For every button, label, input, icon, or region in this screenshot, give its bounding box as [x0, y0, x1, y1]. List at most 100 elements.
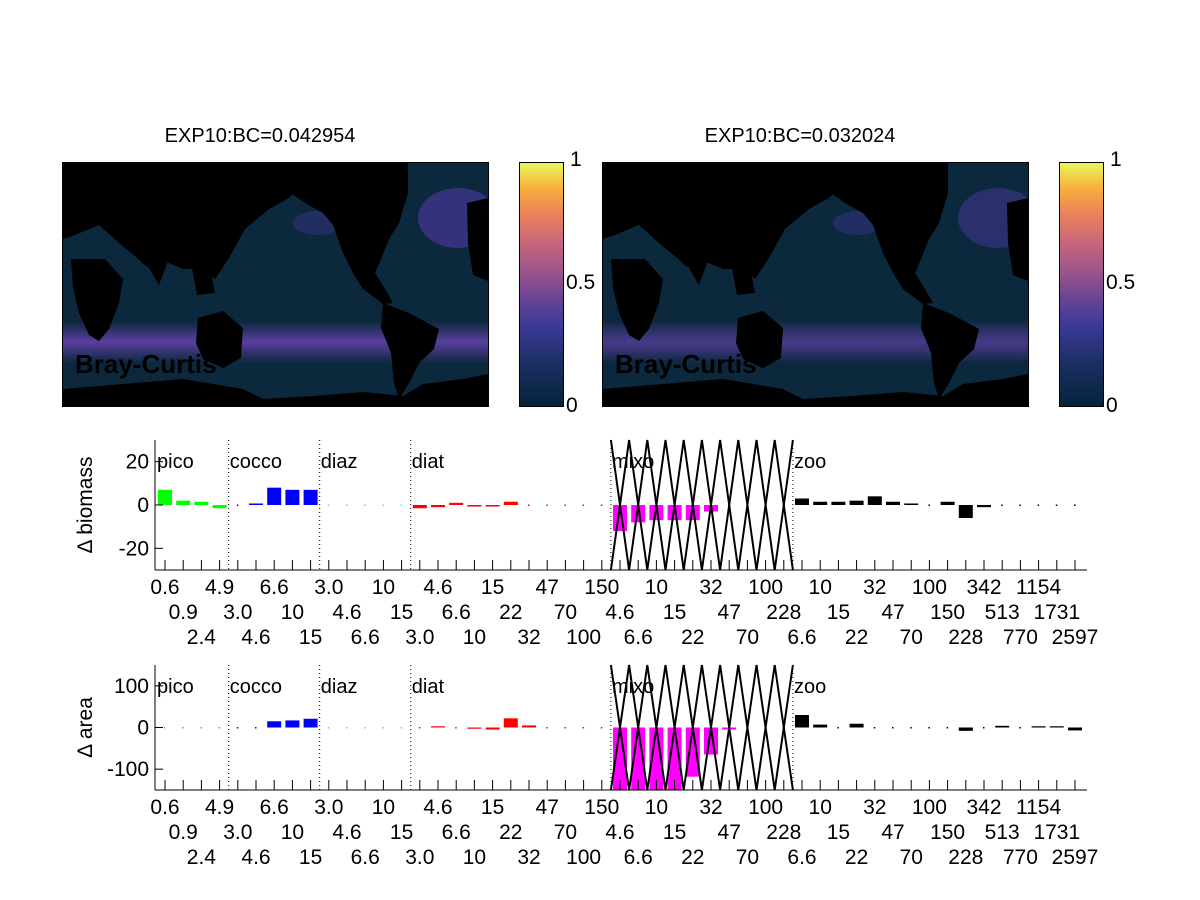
y-tick-label: -20 [119, 537, 149, 560]
bar [1074, 504, 1076, 506]
x-tick-label: 2.4 [187, 846, 217, 869]
x-tick-label: 47 [881, 821, 904, 844]
y-axis-label: Δ area [74, 697, 97, 758]
bar [910, 727, 912, 729]
bar [164, 727, 166, 729]
x-tick-label: 47 [536, 796, 559, 819]
bray-curtis-map: Bray-Curtis [602, 162, 1029, 407]
colorbar-tick: 0 [1106, 394, 1118, 417]
y-tick-label: 0 [137, 494, 149, 517]
group-label: diaz [321, 676, 358, 698]
bar [995, 725, 1010, 728]
x-tick-label: 22 [845, 846, 868, 869]
x-tick-label: 70 [900, 846, 923, 869]
bar [382, 504, 384, 506]
bar [904, 503, 919, 505]
x-tick-label: 10 [281, 821, 304, 844]
x-tick-label: 1731 [1033, 821, 1080, 844]
bar [849, 723, 864, 728]
bar [813, 724, 828, 728]
bar [685, 505, 700, 521]
bar [1019, 727, 1021, 729]
europe-west-landmass [1007, 198, 1028, 281]
group-label: zoo [794, 451, 826, 473]
x-tick-label: 47 [718, 821, 741, 844]
x-tick-label: 15 [481, 796, 504, 819]
north-america-landmass [291, 163, 408, 304]
bar [467, 505, 482, 507]
bar [1019, 504, 1021, 506]
bar [431, 505, 445, 508]
bar [267, 721, 282, 728]
x-tick-label: 10 [463, 626, 486, 649]
bar [795, 715, 809, 728]
bar [346, 727, 348, 729]
bar [503, 501, 518, 505]
bar [400, 727, 403, 729]
x-tick-label: 15 [663, 601, 686, 624]
bar [522, 725, 536, 728]
bar [303, 718, 318, 728]
south-america-landmass [381, 303, 439, 399]
bar [582, 504, 585, 506]
x-tick-label: 6.6 [260, 576, 289, 599]
x-tick-label: 15 [390, 821, 413, 844]
x-tick-label: 70 [554, 821, 577, 844]
bar [831, 501, 846, 505]
bar [795, 498, 809, 505]
bar [200, 727, 202, 729]
colorbar-tick: 0.5 [1106, 271, 1136, 294]
colorbar [1059, 162, 1104, 407]
bar [1031, 726, 1046, 728]
x-tick-label: 22 [499, 821, 522, 844]
map-title: EXP10:BC=0.032024 [704, 125, 896, 147]
x-tick-label: 3.0 [314, 576, 343, 599]
x-tick-label: 228 [948, 626, 983, 649]
australia-landmass [736, 311, 783, 368]
bar [600, 504, 603, 506]
bar [600, 727, 603, 729]
x-tick-label: 6.6 [351, 846, 380, 869]
x-tick-label: 150 [584, 796, 619, 819]
bar [667, 505, 682, 521]
bar [382, 727, 384, 729]
bar [1049, 726, 1064, 728]
x-tick-label: 4.6 [241, 626, 270, 649]
y-tick-label: 100 [114, 675, 149, 698]
x-tick-label: 22 [681, 846, 704, 869]
x-tick-label: 4.6 [423, 796, 452, 819]
eurasia-landmass [63, 163, 305, 279]
bar [194, 501, 209, 505]
bar [400, 504, 403, 506]
bar [255, 727, 257, 729]
south-america-landmass [921, 303, 979, 399]
x-tick-label: 70 [736, 626, 759, 649]
x-tick-label: 10 [809, 796, 832, 819]
x-tick-label: 228 [766, 821, 801, 844]
group-label: pico [157, 676, 194, 698]
x-tick-label: 100 [748, 796, 783, 819]
x-tick-label: 22 [499, 601, 522, 624]
x-tick-label: 0.6 [150, 796, 179, 819]
x-tick-label: 0.9 [169, 601, 198, 624]
africa-landmass [71, 259, 123, 341]
x-tick-label: 6.6 [624, 846, 653, 869]
x-tick-label: 100 [912, 576, 947, 599]
bar [613, 727, 627, 790]
bar [285, 489, 300, 505]
bar [485, 727, 500, 730]
bar [546, 727, 548, 729]
map-label: Bray-Curtis [75, 349, 217, 379]
bar [649, 505, 664, 521]
x-tick-label: 2.4 [187, 626, 217, 649]
bar [528, 504, 530, 506]
bar [158, 489, 172, 505]
colorbar-tick: 0 [566, 394, 578, 417]
x-tick-label: 1154 [1016, 576, 1061, 599]
australia-landmass [196, 311, 243, 368]
bar [940, 501, 955, 505]
bar [485, 505, 500, 507]
bar [346, 504, 348, 506]
x-tick-label: 10 [463, 846, 486, 869]
bar [849, 500, 864, 505]
